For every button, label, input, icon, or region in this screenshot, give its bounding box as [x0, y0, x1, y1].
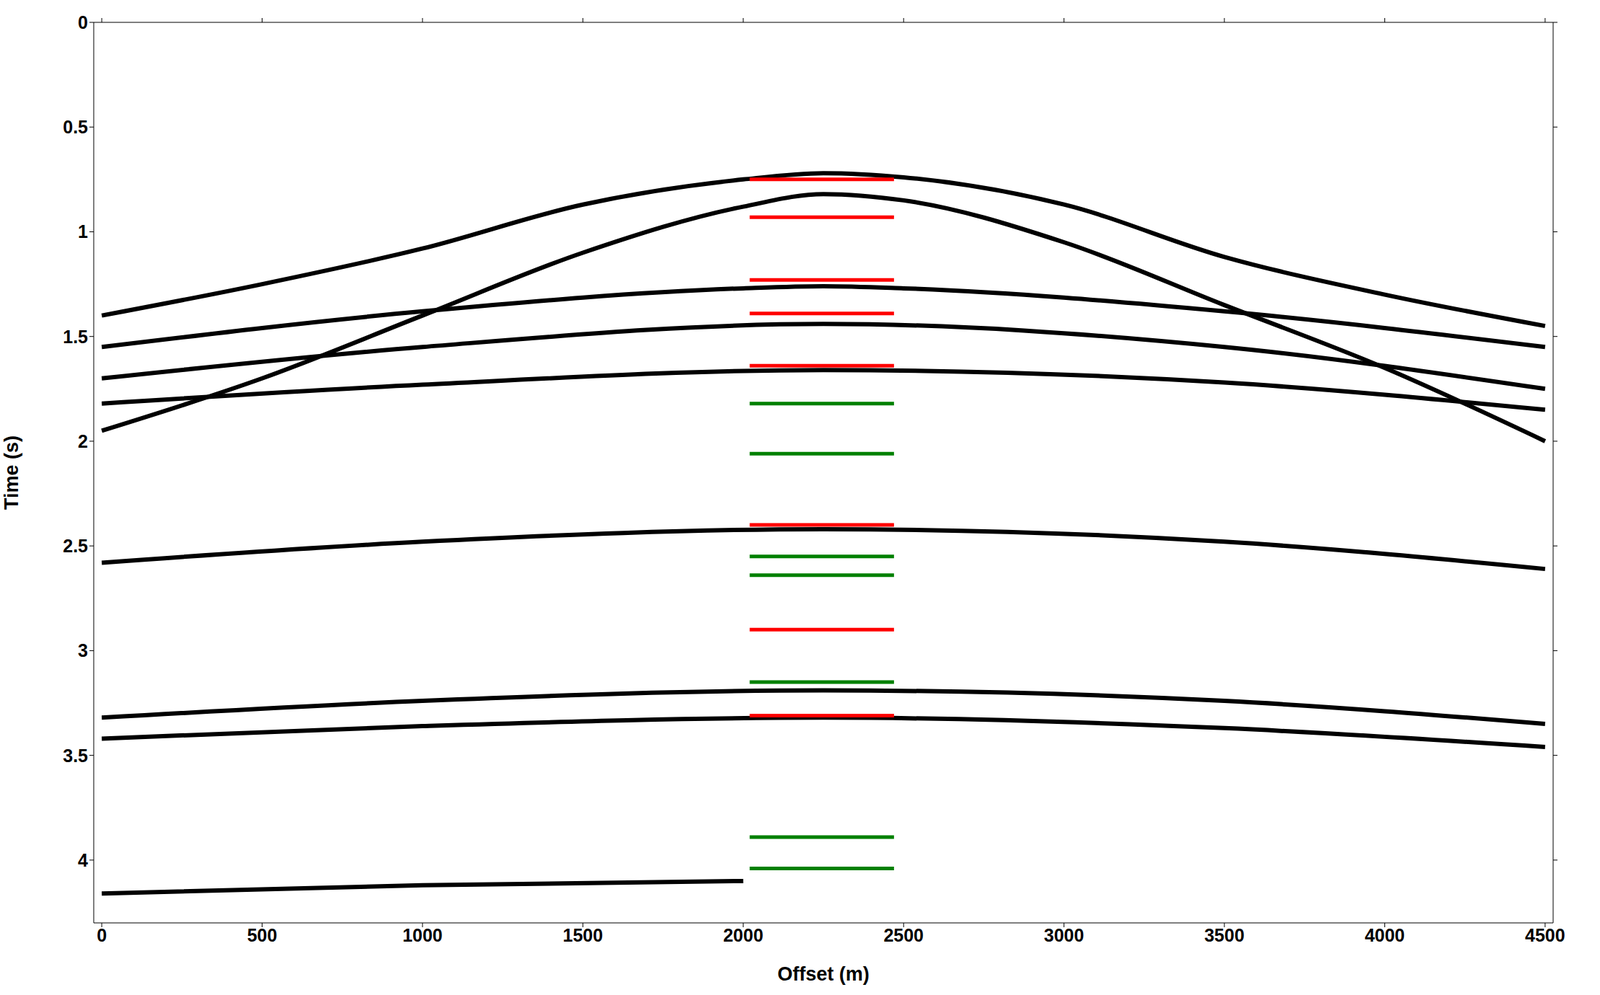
svg-text:0.5: 0.5 — [62, 116, 88, 137]
svg-text:2000: 2000 — [723, 925, 764, 946]
svg-text:1000: 1000 — [402, 925, 443, 946]
svg-text:3000: 3000 — [1044, 925, 1085, 946]
svg-text:3500: 3500 — [1204, 925, 1245, 946]
svg-text:3.5: 3.5 — [62, 745, 88, 766]
svg-text:2: 2 — [77, 431, 88, 452]
svg-text:Offset (m): Offset (m) — [777, 963, 870, 985]
svg-text:3: 3 — [77, 640, 88, 661]
svg-text:Time (s): Time (s) — [0, 435, 23, 510]
svg-text:1: 1 — [77, 221, 88, 242]
svg-text:500: 500 — [247, 925, 278, 946]
svg-text:1500: 1500 — [563, 925, 604, 946]
svg-text:4000: 4000 — [1364, 925, 1406, 946]
svg-text:4: 4 — [77, 850, 88, 871]
svg-text:2.5: 2.5 — [62, 535, 88, 556]
svg-text:0: 0 — [96, 925, 107, 946]
svg-text:0: 0 — [77, 12, 88, 33]
svg-text:4500: 4500 — [1525, 925, 1566, 946]
svg-text:2500: 2500 — [883, 925, 924, 946]
svg-text:1.5: 1.5 — [62, 326, 88, 347]
